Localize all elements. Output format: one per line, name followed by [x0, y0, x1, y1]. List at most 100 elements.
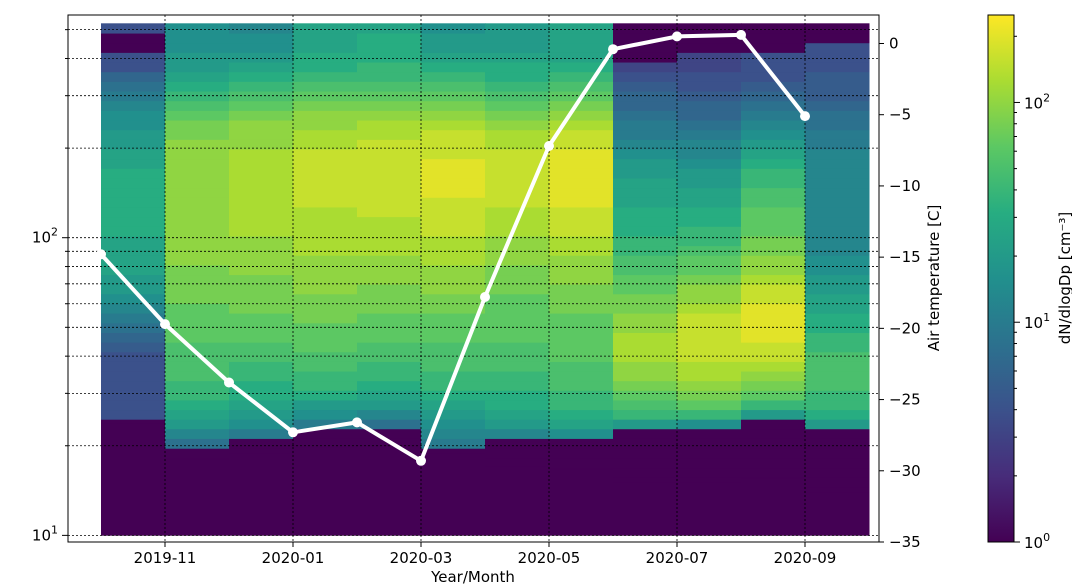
heatmap-cell [421, 332, 486, 343]
heatmap-cell [421, 81, 486, 92]
heatmap-cell [613, 370, 678, 382]
heatmap-cell [485, 139, 550, 150]
heatmap-cell [485, 293, 550, 304]
heatmap-cell [677, 197, 742, 208]
heatmap-cell [229, 235, 294, 247]
heatmap-cell [613, 399, 678, 411]
heatmap-cell [805, 206, 870, 218]
heatmap-cell [613, 32, 678, 44]
heatmap-cell [677, 216, 742, 227]
heatmap-cell [293, 177, 358, 189]
heatmap-cell [357, 197, 422, 208]
heatmap-cell [229, 370, 294, 382]
y-right-tick-label: 0 [889, 34, 899, 52]
heatmap-cell [293, 428, 358, 439]
heatmap-cell [805, 448, 870, 459]
heatmap-cell [229, 245, 294, 256]
heatmap-cell [165, 129, 230, 140]
heatmap-cell [485, 23, 550, 34]
heatmap-cell [293, 438, 358, 449]
heatmap-cell [101, 129, 166, 140]
x-tick-label: 2020-09 [774, 549, 837, 567]
heatmap-cell [549, 245, 614, 256]
heatmap-cell [549, 100, 614, 111]
heatmap-cell [229, 351, 294, 362]
heatmap-cell [101, 322, 166, 334]
heatmap-cell [421, 303, 486, 314]
heatmap-cell [549, 139, 614, 150]
heatmap-cell [805, 274, 870, 285]
heatmap-cell [293, 139, 358, 150]
heatmap-cell [549, 409, 614, 420]
heatmap-cell [549, 187, 614, 198]
heatmap [101, 23, 870, 536]
heatmap-cell [549, 448, 614, 459]
heatmap-cell [421, 110, 486, 121]
heatmap-cell [357, 226, 422, 237]
temperature-series-line [99, 32, 807, 463]
heatmap-cell [293, 390, 358, 401]
heatmap-cell [677, 71, 742, 82]
heatmap-cell [805, 486, 870, 498]
heatmap-cell [165, 264, 230, 276]
heatmap-cell [357, 312, 422, 324]
heatmap-cell [165, 370, 230, 382]
heatmap-cell [421, 293, 486, 304]
heatmap-cell [421, 380, 486, 391]
heatmap-cell [677, 390, 742, 401]
heatmap-cell [549, 71, 614, 82]
heatmap-cell [485, 458, 550, 469]
colorbar: 100 101 102 [987, 14, 1050, 552]
heatmap-cell [229, 264, 294, 276]
heatmap-cell [805, 255, 870, 266]
heatmap-cell [549, 119, 614, 131]
heatmap-cell [229, 206, 294, 218]
heatmap-cell [613, 467, 678, 478]
heatmap-cell [549, 52, 614, 63]
heatmap-cell [485, 264, 550, 276]
heatmap-cell [229, 293, 294, 304]
heatmap-cell [421, 52, 486, 63]
heatmap-cell [677, 158, 742, 169]
heatmap-cell [677, 293, 742, 304]
heatmap-cell [101, 226, 166, 237]
heatmap-cell [613, 42, 678, 53]
heatmap-cell [293, 71, 358, 82]
heatmap-cell [741, 274, 806, 285]
temperature-point [736, 29, 746, 40]
heatmap-cell [101, 61, 166, 73]
heatmap-cell [229, 177, 294, 189]
heatmap-cell [549, 380, 614, 391]
heatmap-cell [741, 448, 806, 459]
heatmap-cell [741, 177, 806, 189]
heatmap-cell [293, 206, 358, 218]
heatmap-cell [805, 303, 870, 314]
heatmap-cell [613, 322, 678, 334]
heatmap-cell [549, 399, 614, 411]
heatmap-cell [485, 303, 550, 314]
heatmap-cell [165, 428, 230, 439]
heatmap-cell [485, 419, 550, 430]
heatmap-cell [101, 81, 166, 92]
heatmap-cell [741, 226, 806, 237]
heatmap-cell [485, 158, 550, 169]
heatmap-cell [229, 42, 294, 53]
heatmap-cell [613, 419, 678, 430]
y-right-tick-label: −30 [889, 462, 921, 480]
heatmap-cell [485, 409, 550, 420]
heatmap-cell [229, 110, 294, 121]
heatmap-cell [805, 226, 870, 237]
heatmap-cell [229, 158, 294, 169]
heatmap-cell [549, 61, 614, 73]
heatmap-cell [165, 100, 230, 111]
heatmap-cell [101, 148, 166, 160]
heatmap-cell [293, 197, 358, 208]
heatmap-cell [677, 312, 742, 324]
temperature-point [416, 455, 426, 466]
heatmap-cell [485, 399, 550, 411]
heatmap-cell [677, 235, 742, 247]
heatmap-cell [805, 110, 870, 121]
heatmap-cell [357, 264, 422, 276]
heatmap-cell [293, 23, 358, 34]
temperature-point [160, 319, 170, 330]
